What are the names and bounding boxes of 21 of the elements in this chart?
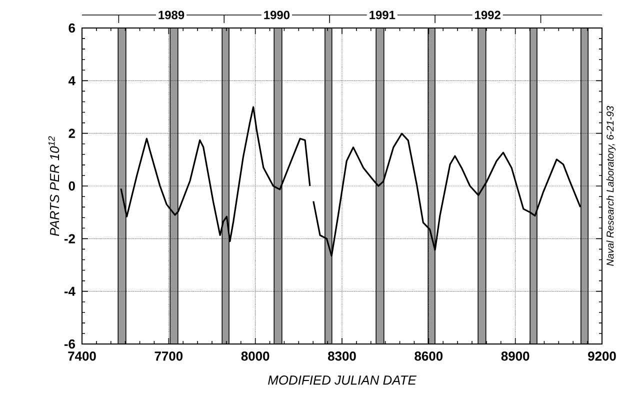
x-tick-label: 8900 — [501, 352, 530, 361]
y-tick-label: -4 — [64, 286, 76, 296]
y-tick-label: 0 — [68, 181, 75, 191]
y-tick-label: -6 — [64, 339, 76, 349]
y-tick-label: 2 — [68, 128, 75, 138]
y-tick-label: -2 — [64, 234, 75, 244]
x2-tick-label: 1992 — [475, 10, 500, 20]
x-tick-label: 8300 — [328, 352, 356, 361]
x-tick-label: 9200 — [588, 352, 616, 361]
x-axis-title: MODIFIED JULIAN DATE — [268, 376, 416, 385]
text: Naval Research Laboratory, 6-21-93 — [606, 106, 616, 266]
y-tick-label: 6 — [68, 23, 76, 33]
x-tick-label: 7700 — [154, 352, 183, 361]
x-tick-label: 8600 — [414, 352, 443, 361]
x-tick-label: 8000 — [241, 352, 270, 361]
x2-tick-label: 1990 — [264, 10, 290, 20]
y-axis-title: PARTS PER 10$^{12}$ — [48, 136, 60, 236]
x2-tick-label: 1991 — [370, 10, 396, 20]
x-tick-label: 7400 — [68, 352, 96, 361]
y-tick-label: 4 — [68, 76, 76, 86]
x2-tick-label: 1989 — [158, 10, 184, 20]
